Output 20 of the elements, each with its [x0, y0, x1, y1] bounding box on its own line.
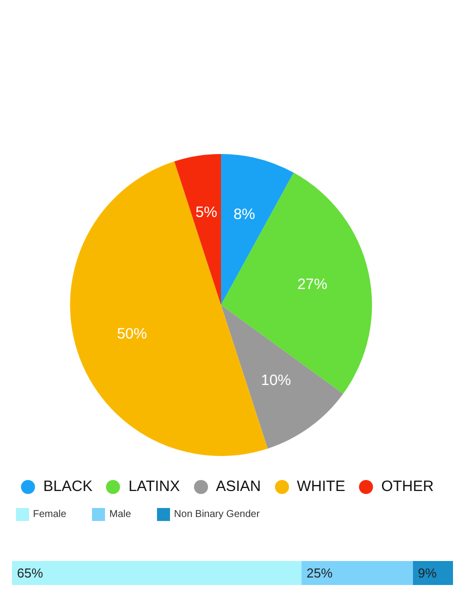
data-label: 10%: [261, 372, 292, 390]
data-label: 65%: [17, 566, 44, 581]
data-label: 8%: [233, 206, 256, 223]
pie-slice: [221, 172, 372, 394]
legend-label: Non Binary Gender: [174, 509, 260, 520]
data-label: 9%: [418, 566, 438, 581]
legend-label: WHITE: [296, 478, 346, 495]
data-label: 50%: [116, 325, 147, 342]
pie-slice: [174, 154, 221, 305]
legend-label: LATINX: [127, 478, 180, 495]
legend-label: ASIAN: [214, 478, 261, 495]
legend-label: Female: [33, 509, 66, 520]
legend-label: OTHER: [380, 478, 434, 495]
legend-label: Male: [109, 509, 132, 520]
data-label: 25%: [306, 566, 334, 581]
data-label: 5%: [196, 204, 218, 222]
data-label: 27%: [297, 276, 328, 294]
legend-label: BLACK: [42, 478, 92, 495]
pie-slice: [221, 154, 294, 305]
pie-slice: [221, 305, 344, 449]
